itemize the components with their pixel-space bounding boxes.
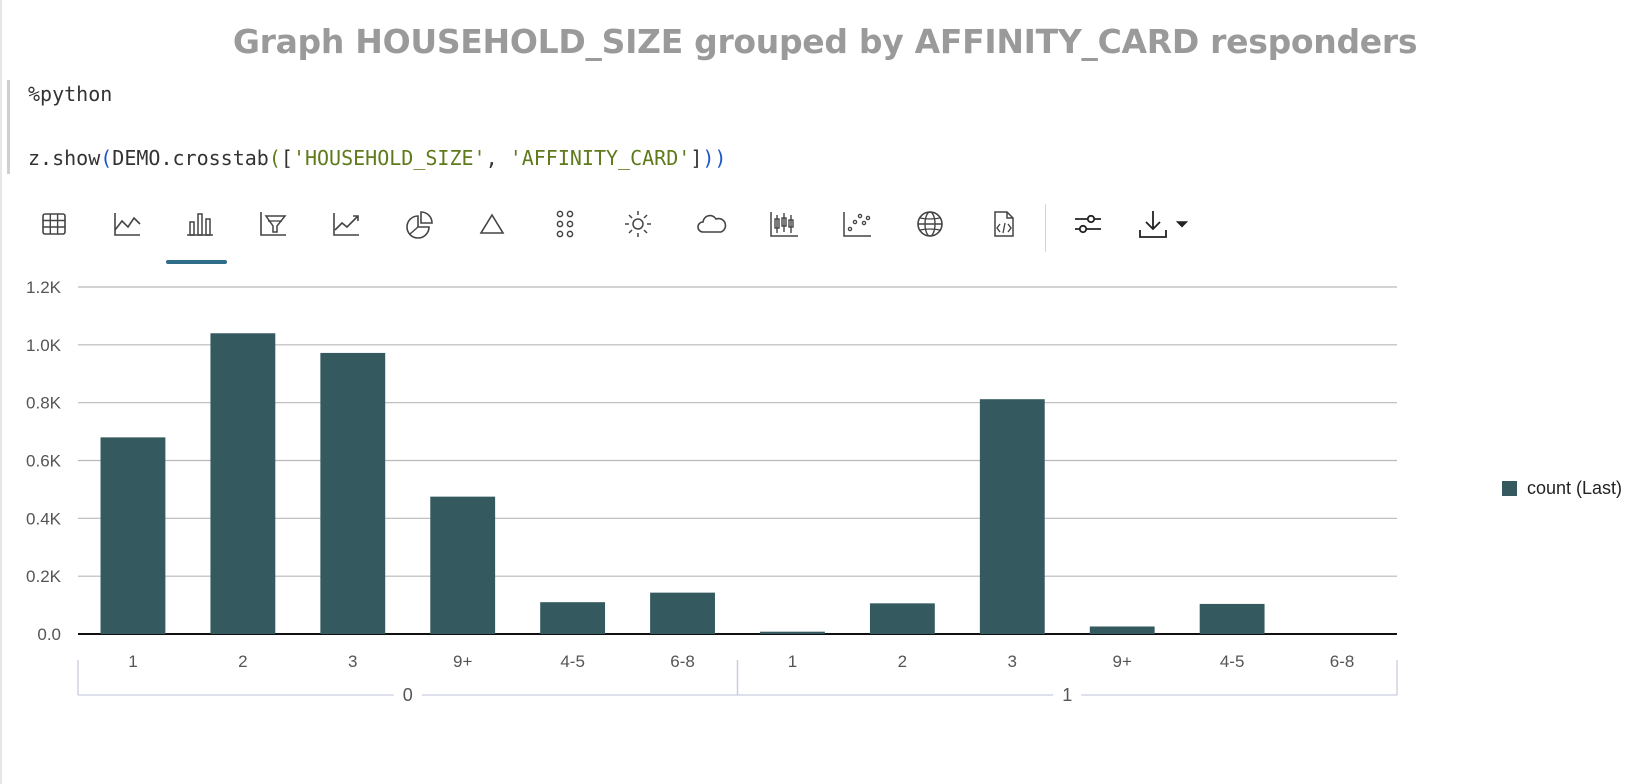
- y-tick-label: 1.0K: [26, 336, 62, 355]
- y-tick-label: 0.4K: [26, 509, 62, 528]
- bar[interactable]: [540, 602, 606, 634]
- word-cloud-icon: [697, 214, 727, 233]
- code-inner-paren: (: [268, 146, 281, 170]
- code-object: DEMO.crosstab: [112, 146, 269, 170]
- pyramid-chart-icon: [479, 213, 505, 234]
- bar-chart-icon: [187, 213, 213, 236]
- bar[interactable]: [210, 333, 276, 634]
- settings-sliders-icon: [1075, 214, 1101, 234]
- group-label: 1: [1062, 685, 1072, 705]
- x-tick-label: 6-8: [1330, 652, 1355, 671]
- code-bracket-open: [: [280, 146, 293, 170]
- custom-code-icon: [994, 211, 1014, 237]
- download-button[interactable]: [1129, 200, 1177, 248]
- pie-chart-button[interactable]: [395, 200, 443, 248]
- bubble-chart-button[interactable]: [541, 200, 589, 248]
- y-tick-label: 0.0: [37, 625, 61, 644]
- sunburst-button[interactable]: [614, 200, 662, 248]
- x-tick-label: 1: [788, 652, 797, 671]
- scatter-plot-icon: [843, 212, 871, 237]
- line-chart-button[interactable]: [322, 200, 370, 248]
- x-tick-label: 3: [1008, 652, 1017, 671]
- bar[interactable]: [1089, 626, 1155, 634]
- area-chart-button[interactable]: [103, 200, 151, 248]
- y-axis-ticks: 0.0 0.2K 0.4K 0.6K 0.8K 1.0K 1.2K: [26, 280, 62, 644]
- scatter-plot-button[interactable]: [833, 200, 881, 248]
- x-tick-label: 6-8: [670, 652, 695, 671]
- x-tick-label: 2: [238, 652, 247, 671]
- bar[interactable]: [100, 437, 166, 634]
- toolbar-divider: [1045, 204, 1046, 252]
- funnel-chart-button[interactable]: [249, 200, 297, 248]
- x-axis-ticks: 1 2 3 9+ 4-5 6-8 1 2 3 9+ 4-5 6-8: [128, 652, 1354, 671]
- bar[interactable]: [1199, 603, 1265, 634]
- y-tick-label: 0.2K: [26, 567, 62, 586]
- y-tick-label: 0.6K: [26, 452, 62, 471]
- download-dropdown-button[interactable]: [1168, 200, 1196, 248]
- word-cloud-button[interactable]: [687, 200, 735, 248]
- funnel-chart-icon: [260, 212, 287, 236]
- code-editor[interactable]: %python z.show(DEMO.crosstab(['HOUSEHOLD…: [7, 80, 726, 174]
- code-line-call: z.show(DEMO.crosstab(['HOUSEHOLD_SIZE', …: [28, 144, 726, 172]
- download-icon: [1139, 211, 1167, 238]
- x-tick-label: 9+: [453, 652, 472, 671]
- cell-left-border: [0, 0, 2, 784]
- pie-chart-icon: [406, 211, 433, 239]
- map-button[interactable]: [906, 200, 954, 248]
- bar[interactable]: [320, 352, 386, 634]
- custom-code-button[interactable]: [979, 200, 1027, 248]
- x-tick-label: 2: [898, 652, 907, 671]
- x-tick-label: 3: [348, 652, 357, 671]
- chart-legend: count (Last): [1502, 478, 1622, 499]
- bar-chart-button[interactable]: [176, 200, 224, 248]
- code-close-parens: )): [702, 146, 727, 170]
- code-bracket-close: ]: [690, 146, 703, 170]
- chart-gridlines: [78, 286, 1397, 635]
- settings-button[interactable]: [1064, 200, 1112, 248]
- bar[interactable]: [869, 603, 935, 634]
- bar[interactable]: [760, 631, 825, 634]
- x-tick-label: 4-5: [560, 652, 585, 671]
- group-label: 0: [403, 685, 413, 705]
- code-string-arg1: 'HOUSEHOLD_SIZE': [292, 146, 486, 170]
- code-open-paren: (: [100, 146, 113, 170]
- x-tick-label: 4-5: [1220, 652, 1245, 671]
- map-globe-icon: [917, 211, 943, 237]
- boxplot-button[interactable]: [760, 200, 808, 248]
- bar-chart: 0.00.2K0.4K0.6K0.8K1.0K1.2K 1 2 3 9+ 4-5 6-8 1…: [26, 280, 1398, 705]
- table-icon: [42, 213, 66, 235]
- table-button[interactable]: [30, 200, 78, 248]
- area-chart-icon: [114, 213, 141, 236]
- x-tick-label: 1: [128, 652, 137, 671]
- bar[interactable]: [430, 496, 496, 634]
- chart-bars: [100, 333, 1265, 634]
- code-function: z.show: [28, 146, 101, 170]
- dropdown-caret-icon: [1175, 221, 1189, 228]
- sunburst-icon: [625, 211, 651, 237]
- legend-swatch: [1502, 481, 1517, 496]
- bar[interactable]: [979, 399, 1045, 634]
- code-line-magic: %python: [28, 82, 113, 106]
- pyramid-chart-button[interactable]: [468, 200, 516, 248]
- y-tick-label: 1.2K: [26, 280, 62, 297]
- paragraph-title: Graph HOUSEHOLD_SIZE grouped by AFFINITY…: [232, 22, 1418, 61]
- x-tick-label: 9+: [1113, 652, 1132, 671]
- y-tick-label: 0.8K: [26, 394, 62, 413]
- code-string-arg2: 'AFFINITY_CARD': [509, 146, 691, 170]
- legend-label: count (Last): [1527, 478, 1623, 498]
- bar[interactable]: [650, 592, 715, 634]
- boxplot-icon: [770, 212, 798, 237]
- bubble-dots-icon: [556, 210, 574, 238]
- code-comma: ,: [485, 146, 510, 170]
- line-chart-icon: [333, 213, 359, 236]
- active-tab-indicator: [166, 260, 227, 264]
